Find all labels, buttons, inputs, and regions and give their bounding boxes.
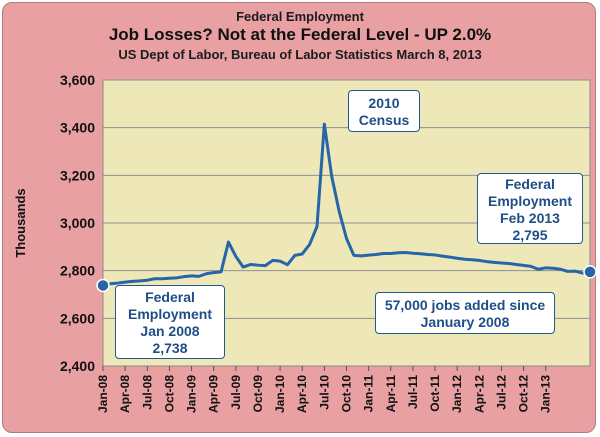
end-callout-line-4: 2,795 (512, 227, 548, 243)
end-point-marker (583, 265, 597, 279)
start-callout-line-1: Federal (145, 289, 195, 305)
chart-subtitle: US Dept of Labor, Bureau of Labor Statis… (118, 47, 482, 62)
end-callout-line-3: Feb 2013 (500, 210, 560, 226)
y-tick-label: 2,800 (60, 263, 95, 279)
x-tick-label: Apr-12 (472, 375, 486, 413)
jobs-added-callout: 57,000 jobs added since January 2008 (375, 292, 555, 334)
census-callout-line-1: 2010 (368, 95, 400, 111)
x-tick-label: Jan-09 (185, 375, 199, 413)
x-tick-label: Jul-08 (140, 375, 154, 410)
x-tick-label: Apr-10 (295, 375, 309, 413)
y-tick-label: 2,600 (60, 310, 95, 326)
end-callout-line-1: Federal (505, 176, 555, 192)
chart-title: Job Losses? Not at the Federal Level - U… (108, 25, 492, 44)
y-tick-label: 3,200 (60, 167, 95, 183)
end-callout-line-2: Employment (487, 193, 572, 209)
start-callout-line-3: Jan 2008 (140, 323, 200, 339)
jobs-added-line-1: 57,000 jobs added since (384, 297, 546, 313)
census-callout-line-2: Census (358, 112, 410, 128)
census-callout: 2010 Census (348, 90, 420, 132)
jobs-added-line-2: January 2008 (420, 314, 510, 330)
x-tick-label: Jan-10 (273, 375, 287, 413)
y-tick-label: 3,400 (60, 120, 95, 136)
chart-supertitle: Federal Employment (236, 9, 364, 24)
start-callout-line-4: 2,738 (152, 340, 188, 356)
x-tick-label: Jul-12 (494, 375, 508, 410)
x-tick-label: Jan-08 (96, 375, 110, 413)
x-tick-label: Apr-11 (384, 375, 398, 413)
y-tick-label: 3,000 (60, 215, 95, 231)
x-tick-label: Oct-09 (251, 375, 265, 413)
x-tick-label: Oct-11 (428, 375, 442, 412)
x-tick-label: Jul-11 (406, 375, 420, 409)
y-axis-label: Thousands (13, 188, 28, 257)
y-tick-label: 3,600 (60, 72, 95, 88)
end-callout: Federal Employment Feb 2013 2,795 (477, 173, 583, 244)
start-callout-line-2: Employment (127, 306, 212, 322)
x-tick-label: Jul-10 (317, 375, 331, 410)
x-tick-label: Oct-08 (162, 375, 176, 413)
x-tick-label: Oct-12 (517, 375, 531, 413)
y-tick-label: 2,400 (60, 358, 95, 374)
x-tick-label: Jul-09 (229, 375, 243, 410)
x-tick-label: Apr-08 (118, 375, 132, 413)
x-tick-label: Apr-09 (207, 375, 221, 413)
start-point-marker (96, 278, 110, 293)
x-tick-label: Oct-10 (340, 375, 354, 413)
x-tick-label: Jan-13 (539, 375, 553, 413)
x-tick-label: Jan-11 (362, 375, 376, 413)
series-line (101, 122, 592, 287)
x-tick-label: Jan-12 (450, 375, 464, 413)
start-callout: Federal Employment Jan 2008 2,738 (115, 285, 225, 359)
